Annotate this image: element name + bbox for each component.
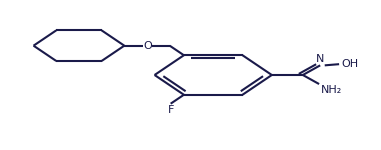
Text: NH₂: NH₂ <box>321 85 342 95</box>
Text: O: O <box>143 41 152 51</box>
Text: OH: OH <box>341 59 358 69</box>
Text: N: N <box>316 54 324 64</box>
Text: F: F <box>168 105 174 115</box>
